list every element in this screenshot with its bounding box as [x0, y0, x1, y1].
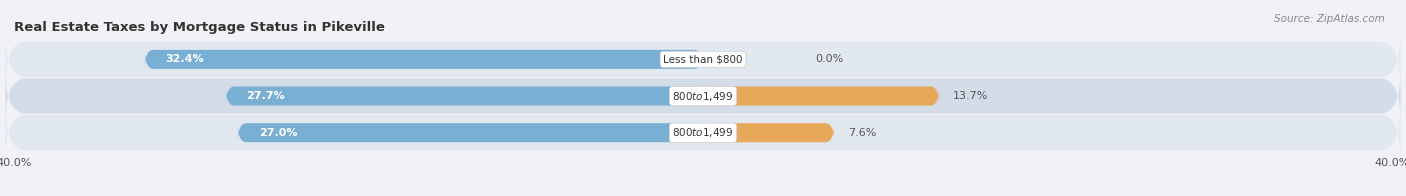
FancyBboxPatch shape [6, 106, 1400, 159]
FancyBboxPatch shape [145, 50, 703, 69]
Text: $800 to $1,499: $800 to $1,499 [672, 90, 734, 103]
FancyBboxPatch shape [703, 86, 939, 106]
Text: Less than $800: Less than $800 [664, 54, 742, 64]
FancyBboxPatch shape [6, 70, 1400, 122]
Text: 7.6%: 7.6% [848, 128, 876, 138]
Text: 32.4%: 32.4% [166, 54, 204, 64]
FancyBboxPatch shape [226, 86, 703, 106]
FancyBboxPatch shape [6, 33, 1400, 86]
Text: Source: ZipAtlas.com: Source: ZipAtlas.com [1274, 14, 1385, 24]
Text: 13.7%: 13.7% [953, 91, 988, 101]
FancyBboxPatch shape [703, 123, 834, 142]
Text: 27.0%: 27.0% [259, 128, 297, 138]
Text: $800 to $1,499: $800 to $1,499 [672, 126, 734, 139]
FancyBboxPatch shape [238, 123, 703, 142]
Text: 27.7%: 27.7% [246, 91, 285, 101]
Text: Real Estate Taxes by Mortgage Status in Pikeville: Real Estate Taxes by Mortgage Status in … [14, 21, 385, 34]
Text: 0.0%: 0.0% [815, 54, 844, 64]
